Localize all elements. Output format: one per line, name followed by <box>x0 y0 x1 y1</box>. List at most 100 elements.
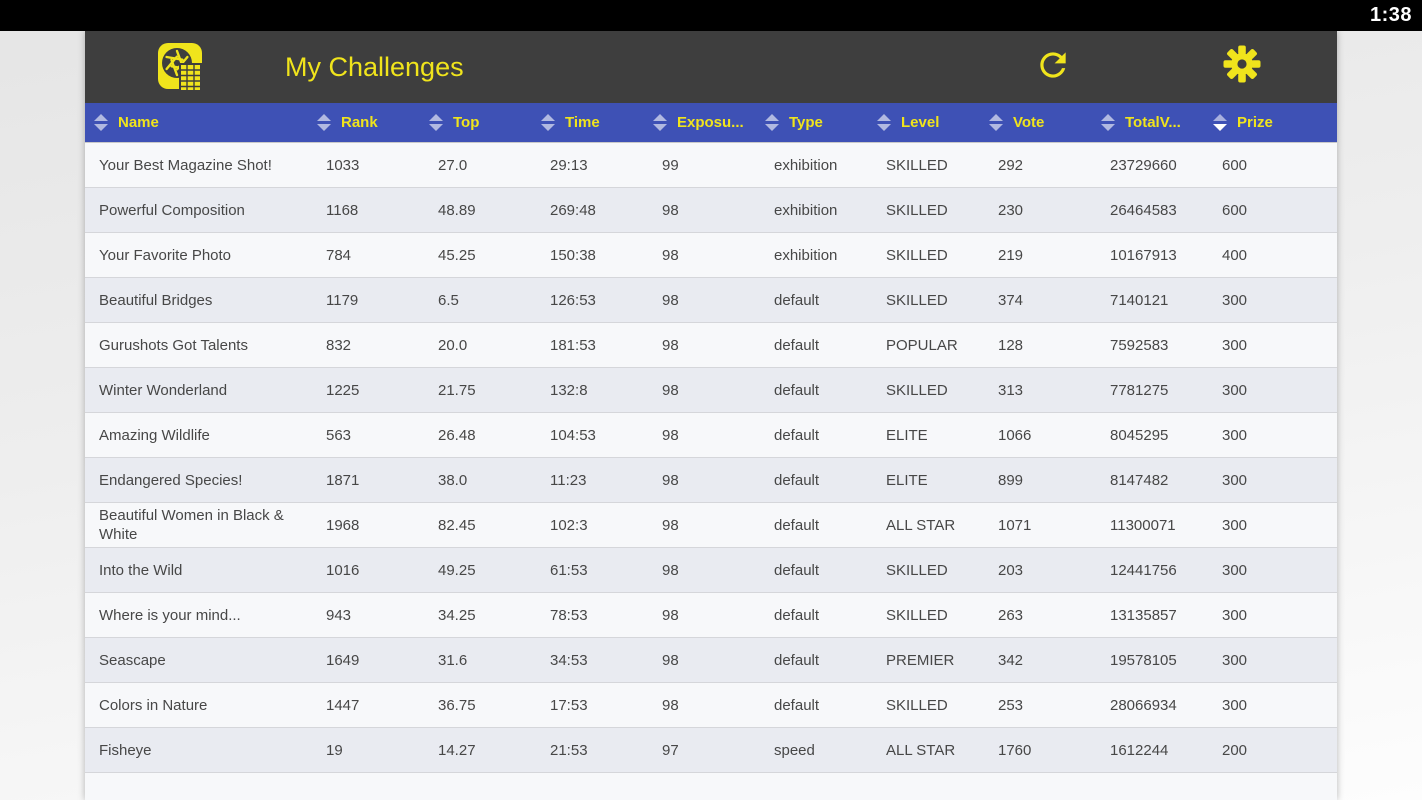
cell-name: Beautiful Women in Black & White <box>99 507 284 543</box>
cell-prize: 300 <box>1222 381 1248 399</box>
cell-totalvotes: 12441756 <box>1110 561 1177 579</box>
cell-exposure: 98 <box>662 291 679 309</box>
cell-rank: 1168 <box>326 201 359 219</box>
table-body: Your Best Magazine Shot! 1033 27.0 29:13 99 e… <box>85 143 1337 773</box>
cell-top: 14.27 <box>438 741 476 759</box>
cell-time: 132:8 <box>550 381 588 399</box>
sort-icon <box>94 114 108 131</box>
cell-type: default <box>774 516 820 534</box>
table-row[interactable]: Your Favorite Photo 784 45.25 150:38 98 exhib… <box>85 233 1337 278</box>
grid-overlay <box>179 63 202 92</box>
cell-top: 26.48 <box>438 426 476 444</box>
cell-type: speed <box>774 741 815 759</box>
table-row[interactable]: Winter Wonderland 1225 21.75 132:8 98 default… <box>85 368 1337 413</box>
cell-prize: 300 <box>1222 336 1248 354</box>
cell-name: Endangered Species! <box>99 471 243 489</box>
cell-totalvotes: 8045295 <box>1110 426 1169 444</box>
cell-prize: 300 <box>1222 696 1248 714</box>
cell-prize: 300 <box>1222 291 1248 309</box>
column-label: Name <box>118 114 159 131</box>
cell-exposure: 98 <box>662 561 679 579</box>
cell-vote: 313 <box>998 381 1024 399</box>
table-row[interactable]: Fisheye 19 14.27 21:53 97 speed ALL STAR 1760 16… <box>85 728 1337 773</box>
table-header-row: Name Rank Top Time Exposu... Type Level <box>85 103 1337 143</box>
cell-prize: 600 <box>1222 201 1248 219</box>
cell-vote: 1760 <box>998 741 1032 759</box>
sort-icon <box>317 114 331 131</box>
cell-top: 21.75 <box>438 381 476 399</box>
cell-level: POPULAR <box>886 336 958 354</box>
column-header-vote[interactable]: Vote <box>989 103 1101 142</box>
app-window: My Challenges <box>85 31 1337 800</box>
cell-rank: 1033 <box>326 156 360 174</box>
cell-level: PREMIER <box>886 651 955 669</box>
cell-vote: 1071 <box>998 516 1032 534</box>
cell-top: 82.45 <box>438 516 476 534</box>
column-label: Type <box>789 114 823 131</box>
cell-exposure: 99 <box>662 156 679 174</box>
sort-icon <box>541 114 555 131</box>
sort-icon <box>1213 114 1227 131</box>
cell-type: default <box>774 696 820 714</box>
cell-time: 17:53 <box>550 696 588 714</box>
cell-totalvotes: 28066934 <box>1110 696 1177 714</box>
cell-top: 36.75 <box>438 696 476 714</box>
cell-exposure: 98 <box>662 336 679 354</box>
table-row[interactable]: Seascape 1649 31.6 34:53 98 default PREMIER 342… <box>85 638 1337 683</box>
cell-type: default <box>774 651 820 669</box>
cell-exposure: 98 <box>662 381 679 399</box>
cell-name: Where is your mind... <box>99 606 241 624</box>
settings-button[interactable] <box>1222 44 1262 89</box>
cell-name: Your Best Magazine Shot! <box>99 156 272 174</box>
cell-prize: 300 <box>1222 651 1248 669</box>
table-row[interactable]: Beautiful Women in Black & White 1968 82.4… <box>85 503 1337 548</box>
table-row[interactable]: Beautiful Bridges 1179 6.5 126:53 98 default S… <box>85 278 1337 323</box>
cell-type: exhibition <box>774 201 838 219</box>
column-header-top[interactable]: Top <box>429 103 541 142</box>
cell-rank: 1649 <box>326 651 360 669</box>
column-label: Vote <box>1013 114 1045 131</box>
column-header-totalvotes[interactable]: TotalV... <box>1101 103 1213 142</box>
cell-exposure: 98 <box>662 246 679 264</box>
table-row[interactable]: Your Best Magazine Shot! 1033 27.0 29:13 99 e… <box>85 143 1337 188</box>
cell-totalvotes: 26464583 <box>1110 201 1177 219</box>
column-header-time[interactable]: Time <box>541 103 653 142</box>
column-label: Rank <box>341 114 378 131</box>
cell-time: 29:13 <box>550 156 588 174</box>
table-row[interactable]: Colors in Nature 1447 36.75 17:53 98 default S… <box>85 683 1337 728</box>
column-header-rank[interactable]: Rank <box>317 103 429 142</box>
gear-icon <box>1222 44 1262 89</box>
table-row[interactable]: Powerful Composition 1168 48.89 269:48 98 exh… <box>85 188 1337 233</box>
cell-rank: 1225 <box>326 381 360 399</box>
cell-type: exhibition <box>774 246 838 264</box>
table-row[interactable]: Gurushots Got Talents 832 20.0 181:53 98 defa… <box>85 323 1337 368</box>
sort-icon <box>989 114 1003 131</box>
cell-level: SKILLED <box>886 381 948 399</box>
column-header-type[interactable]: Type <box>765 103 877 142</box>
column-header-exposure[interactable]: Exposu... <box>653 103 765 142</box>
table-row[interactable]: Into the Wild 1016 49.25 61:53 98 default SKIL… <box>85 548 1337 593</box>
cell-vote: 128 <box>998 336 1024 354</box>
table-row[interactable]: Where is your mind... 943 34.25 78:53 98 defa… <box>85 593 1337 638</box>
cell-rank: 1968 <box>326 516 360 534</box>
cell-time: 181:53 <box>550 336 596 354</box>
table-row[interactable]: Amazing Wildlife 563 26.48 104:53 98 default E… <box>85 413 1337 458</box>
column-header-prize[interactable]: Prize <box>1213 103 1337 142</box>
column-header-name[interactable]: Name <box>85 103 317 142</box>
refresh-button[interactable] <box>1033 47 1073 87</box>
table-row[interactable]: Endangered Species! 1871 38.0 11:23 98 defaul… <box>85 458 1337 503</box>
cell-name: Beautiful Bridges <box>99 291 213 309</box>
cell-top: 20.0 <box>438 336 468 354</box>
cell-time: 102:3 <box>550 516 588 534</box>
app-bar: My Challenges <box>85 31 1337 103</box>
cell-prize: 300 <box>1222 426 1248 444</box>
cell-name: Gurushots Got Talents <box>99 336 248 354</box>
cell-rank: 1447 <box>326 696 360 714</box>
sort-icon <box>1101 114 1115 131</box>
cell-rank: 943 <box>326 606 352 624</box>
cell-level: SKILLED <box>886 696 948 714</box>
clock: 1:38 <box>1369 4 1412 26</box>
cell-level: SKILLED <box>886 156 948 174</box>
column-header-level[interactable]: Level <box>877 103 989 142</box>
